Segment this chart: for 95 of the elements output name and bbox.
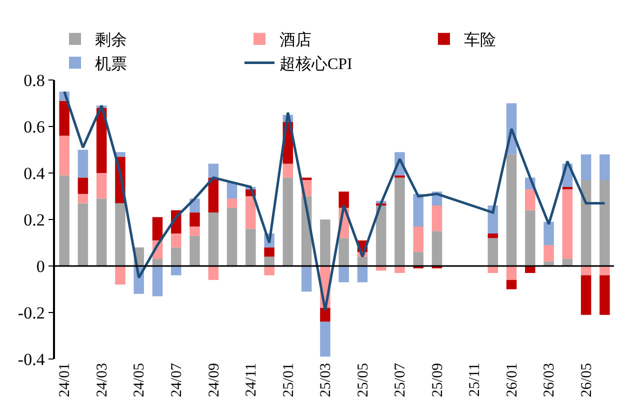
bar [152,217,163,240]
bar [488,233,498,238]
bar [376,206,386,266]
y-tick-label: 0.4 [24,164,46,183]
bar [78,178,88,194]
x-tick-label: 24/07 [168,362,185,398]
bar [190,226,200,236]
x-tick-label: 25/03 [318,363,334,398]
bar [78,203,88,266]
x-tick-label: 24/09 [206,363,222,398]
bar [338,266,349,282]
bar [600,154,610,180]
legend-label: 车险 [464,31,496,50]
bar [544,222,554,246]
bar [264,247,274,257]
y-tick-label: -0.4 [18,350,46,369]
x-tick-label: 24/11 [244,363,260,397]
bar [59,175,70,266]
bar [338,192,349,208]
line-series [63,90,606,312]
bar [562,189,573,260]
bar [190,212,200,226]
y-tick-label: 0.2 [24,210,45,230]
legend-label: 酒店 [279,31,312,50]
bar [115,266,126,285]
bar [338,238,349,266]
x-tick-label: 26/03 [542,363,558,398]
bar [394,178,405,266]
bar [301,266,312,292]
bar [506,154,517,266]
bar [96,173,107,199]
bar [580,154,592,180]
bar [432,206,442,232]
x-tick-label: 25/05 [355,363,372,398]
bar [264,266,274,276]
bar [506,266,517,280]
bar [152,266,163,296]
bar [413,194,424,226]
y-tick-label: 0.8 [24,70,45,90]
bar [190,236,200,266]
bar [600,180,610,266]
bar [226,198,238,208]
bar [506,280,517,290]
x-tick-label: 25/01 [280,363,297,398]
bar [357,256,368,266]
bar [600,266,610,276]
x-tick-label: 26/01 [504,363,520,398]
legend-label: 剩余 [95,32,127,50]
bar [78,150,88,178]
bar [357,266,368,282]
bar [59,100,70,136]
bar [413,226,424,252]
bar [488,238,498,266]
bar [246,196,256,229]
bar [320,322,330,357]
x-tick-label: 25/11 [467,363,484,397]
bar [320,308,330,322]
bar [600,275,610,315]
legend-label: 超核心CPI [279,54,352,73]
bar [525,210,536,266]
bar [170,247,182,266]
bar [282,164,294,178]
y-tick-label: -0.2 [18,303,45,322]
bar [580,275,592,315]
bar [170,233,182,248]
bar [208,178,219,213]
x-tick-label: 24/01 [57,363,74,398]
bar [580,180,592,266]
legend-label: 机票 [95,54,127,73]
x-tick-label: 24/03 [94,363,110,398]
bar [525,189,536,210]
x-tick-label: 25/07 [392,362,409,398]
bar [432,231,442,266]
bar [208,212,219,266]
bar [152,259,163,266]
bar [264,256,274,266]
bar [115,203,126,266]
bar [562,186,573,190]
bar [544,245,554,262]
bar [246,228,256,266]
bar [320,220,330,266]
bar [208,266,219,280]
bar [413,252,424,266]
x-tick-label: 25/09 [430,363,446,398]
bar [226,208,238,266]
bar [282,178,294,266]
x-tick-label: 26/05 [578,363,595,398]
y-tick-label: 0.6 [24,117,45,136]
bar [96,198,107,266]
bar [562,259,573,266]
y-tick-label: 0 [36,256,45,276]
bar [78,194,88,204]
x-tick-label: 24/05 [132,363,148,398]
bar [208,164,219,178]
bar [59,136,70,176]
